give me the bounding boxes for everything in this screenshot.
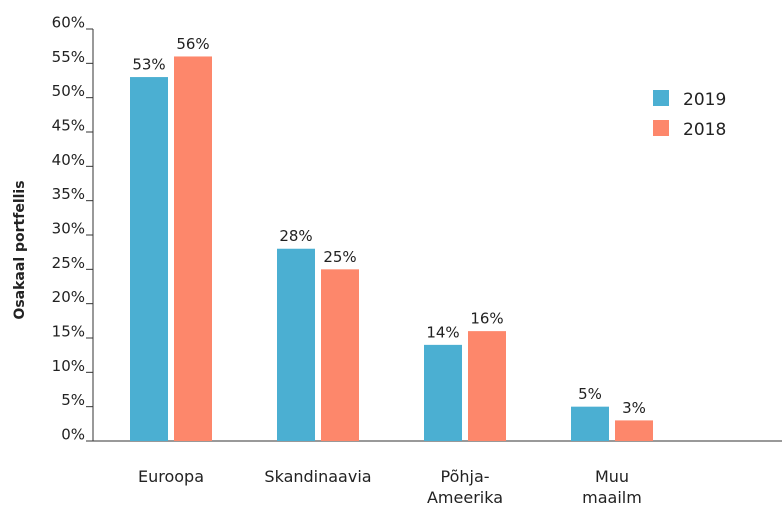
data-label: 14% bbox=[426, 323, 459, 341]
y-tick-label: 60% bbox=[52, 14, 85, 32]
y-tick-label: 50% bbox=[52, 82, 85, 100]
y-tick-label: 20% bbox=[52, 288, 85, 306]
bar bbox=[571, 406, 609, 441]
y-tick-label: 30% bbox=[52, 220, 85, 238]
data-label: 25% bbox=[323, 248, 356, 266]
legend-swatch bbox=[653, 120, 669, 136]
x-tick-label: Põhja- Ameerika bbox=[426, 467, 504, 507]
legend-label: 2019 bbox=[683, 90, 726, 110]
data-label: 56% bbox=[176, 35, 209, 53]
data-label: 3% bbox=[622, 399, 646, 417]
bar bbox=[615, 420, 653, 441]
y-axis-label: Osakaal portfellis bbox=[12, 180, 28, 319]
bar bbox=[321, 269, 359, 441]
bar bbox=[468, 331, 506, 441]
data-label: 16% bbox=[470, 310, 503, 328]
x-tick-label: Muu maailm bbox=[582, 467, 642, 507]
y-tick-label: 5% bbox=[61, 391, 85, 409]
bar bbox=[277, 248, 315, 441]
y-tick-label: 35% bbox=[52, 185, 85, 203]
y-tick-label: 15% bbox=[52, 323, 85, 341]
bar bbox=[130, 77, 168, 442]
y-tick-label: 10% bbox=[52, 357, 85, 375]
data-label: 5% bbox=[578, 385, 602, 403]
bar bbox=[424, 344, 462, 441]
y-tick-label: 40% bbox=[52, 151, 85, 169]
y-tick-label: 55% bbox=[52, 48, 85, 66]
x-tick-label: Euroopa bbox=[137, 467, 204, 486]
legend-label: 2018 bbox=[683, 120, 726, 140]
y-tick-label: 25% bbox=[52, 254, 85, 272]
x-tick-label: Skandinaavia bbox=[264, 467, 372, 486]
bar bbox=[174, 56, 212, 441]
data-label: 53% bbox=[132, 56, 165, 74]
data-label: 28% bbox=[279, 227, 312, 245]
y-tick-label: 0% bbox=[61, 426, 85, 444]
legend-swatch bbox=[653, 90, 669, 106]
y-tick-label: 45% bbox=[52, 117, 85, 135]
